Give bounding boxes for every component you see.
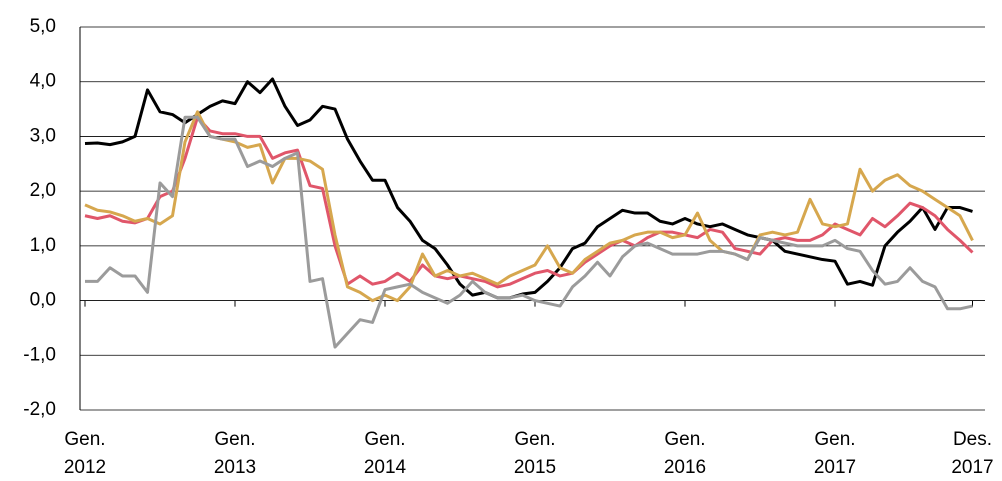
x-tick-label: Gen. 2012 xyxy=(63,429,107,478)
x-tick-label: Des. 2017 xyxy=(951,429,994,478)
x-tick-label: Gen. 2015 xyxy=(513,429,557,478)
y-tick-label: 5,0 xyxy=(30,16,56,37)
x-tick-label: Gen. 2014 xyxy=(363,429,407,478)
series-line xyxy=(84,77,973,300)
y-tick-label: 4,0 xyxy=(30,71,56,92)
series-line xyxy=(85,115,973,349)
y-tick-label: -2,0 xyxy=(23,399,56,420)
x-tick-label: Gen. 2017 xyxy=(813,429,857,478)
y-tick-label: -1,0 xyxy=(23,344,56,365)
x-tick-label: Gen. 2013 xyxy=(213,429,257,478)
y-tick-label: 0,0 xyxy=(30,290,56,311)
y-tick-label: 2,0 xyxy=(30,180,56,201)
x-tick-label: Gen. 2016 xyxy=(663,429,707,478)
series-line xyxy=(84,110,974,303)
y-tick-label: 1,0 xyxy=(30,235,56,256)
y-tick-label: 3,0 xyxy=(30,125,56,146)
series-line xyxy=(84,115,974,289)
